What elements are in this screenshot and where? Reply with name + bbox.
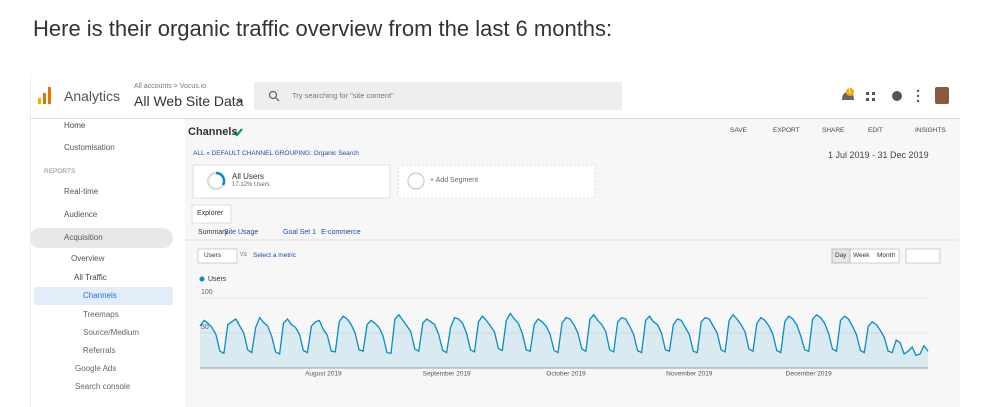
periods-1: Week bbox=[853, 252, 870, 259]
report-metric: Users bbox=[204, 252, 221, 259]
subtabs-2: Goal Set 1 bbox=[283, 229, 317, 236]
subtabs-3: E-commerce bbox=[321, 229, 361, 236]
metric-select[interactable] bbox=[197, 248, 238, 264]
avatar[interactable] bbox=[935, 87, 949, 104]
y-tick-label: 50 bbox=[201, 324, 209, 331]
x-tick-label: December 2019 bbox=[786, 371, 833, 378]
report-breadcrumb: ALL » DEFAULT CHANNEL GROUPING: Organic … bbox=[193, 150, 359, 157]
x-tick-label: October 2019 bbox=[546, 371, 586, 378]
items-6: Overview bbox=[71, 254, 105, 263]
add-segment-box[interactable] bbox=[397, 164, 596, 199]
actions-3: EDIT bbox=[868, 127, 883, 134]
help-icon[interactable] bbox=[892, 91, 902, 101]
items-8: Channels bbox=[83, 291, 117, 300]
report-vs: VS bbox=[240, 252, 247, 258]
period-active[interactable] bbox=[831, 248, 851, 264]
subtabs-0: Summary bbox=[198, 229, 228, 236]
segment-detail: 17.12% Users bbox=[232, 182, 270, 188]
chart-type-buttons[interactable] bbox=[905, 248, 941, 264]
items-4: Audience bbox=[64, 210, 98, 219]
actions-1: EXPORT bbox=[773, 127, 800, 134]
dropdown-arrow[interactable] bbox=[237, 100, 243, 103]
subtabs-1: Site Usage bbox=[224, 229, 259, 236]
header-breadcrumb: All accounts > Vocus.io bbox=[134, 83, 207, 90]
header-app: Analytics bbox=[64, 88, 121, 104]
periods-0: Day bbox=[835, 252, 847, 259]
report-date-range: 1 Jul 2019 - 31 Dec 2019 bbox=[828, 150, 929, 160]
segment-ring bbox=[215, 171, 226, 186]
items-5: Acquisition bbox=[64, 233, 103, 242]
apps-icon[interactable] bbox=[866, 92, 875, 101]
report-title: Channels bbox=[188, 126, 238, 138]
y-tick-label: 100 bbox=[201, 289, 213, 296]
search-icon bbox=[268, 90, 278, 100]
x-tick-label: August 2019 bbox=[305, 371, 342, 378]
actions-4: INSIGHTS bbox=[915, 127, 946, 134]
segment-box[interactable] bbox=[192, 164, 391, 199]
explorer-tab[interactable] bbox=[191, 204, 232, 224]
notification-badge bbox=[846, 88, 854, 96]
nav-selected bbox=[34, 287, 173, 305]
search-icon bbox=[275, 97, 280, 102]
items-12: Google Ads bbox=[75, 364, 117, 373]
heading: Here is their organic traffic overview f… bbox=[33, 16, 613, 41]
menu-icon[interactable] bbox=[916, 89, 920, 103]
nav-highlight bbox=[30, 228, 173, 248]
legend-label: Users bbox=[208, 276, 227, 283]
logo-bar bbox=[43, 93, 46, 104]
header-notifications: 1 bbox=[848, 89, 852, 95]
area bbox=[200, 313, 928, 368]
x-tick-label: September 2019 bbox=[423, 371, 471, 378]
header-search-placeholder: Try searching for "site content" bbox=[292, 91, 394, 100]
actions-0: SAVE bbox=[730, 127, 747, 134]
items-1: Customisation bbox=[64, 143, 115, 152]
items-9: Treemaps bbox=[83, 310, 119, 319]
actions-2: SHARE bbox=[822, 127, 845, 134]
add-ring bbox=[407, 172, 425, 190]
verified-icon bbox=[233, 128, 243, 137]
items-10: Source/Medium bbox=[83, 328, 140, 337]
items-3: Real-time bbox=[64, 187, 99, 196]
line bbox=[199, 312, 929, 357]
items-13: Search console bbox=[75, 382, 131, 391]
legend-dot bbox=[199, 276, 205, 282]
items-2: REPORTS bbox=[44, 168, 76, 175]
header-property: All Web Site Data bbox=[134, 93, 244, 109]
x-tick-label: November 2019 bbox=[666, 371, 713, 378]
report-select-metric: Select a metric bbox=[253, 252, 296, 259]
items-11: Referrals bbox=[83, 346, 116, 355]
segment-name: All Users bbox=[232, 172, 265, 181]
header-border bbox=[30, 118, 960, 119]
items-7: All Traffic bbox=[74, 273, 107, 282]
report-add-segment: + Add Segment bbox=[430, 177, 479, 184]
search-box[interactable] bbox=[254, 82, 622, 110]
logo-bar bbox=[38, 98, 41, 104]
periods-2: Month bbox=[877, 252, 896, 259]
logo-bar bbox=[48, 87, 51, 104]
items-0: Home bbox=[64, 121, 86, 130]
report-tab: Explorer bbox=[197, 210, 224, 217]
